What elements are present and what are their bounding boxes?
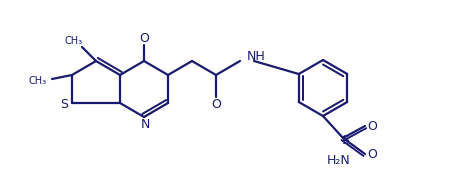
Text: CH₃: CH₃ xyxy=(29,76,47,86)
Text: O: O xyxy=(367,120,377,133)
Text: O: O xyxy=(367,148,377,161)
Text: O: O xyxy=(139,31,149,44)
Text: S: S xyxy=(60,98,68,111)
Text: CH₃: CH₃ xyxy=(65,36,83,46)
Text: H₂N: H₂N xyxy=(327,153,351,166)
Text: O: O xyxy=(211,98,221,112)
Text: N: N xyxy=(140,119,150,131)
Text: S: S xyxy=(341,134,349,147)
Text: NH: NH xyxy=(247,49,266,62)
